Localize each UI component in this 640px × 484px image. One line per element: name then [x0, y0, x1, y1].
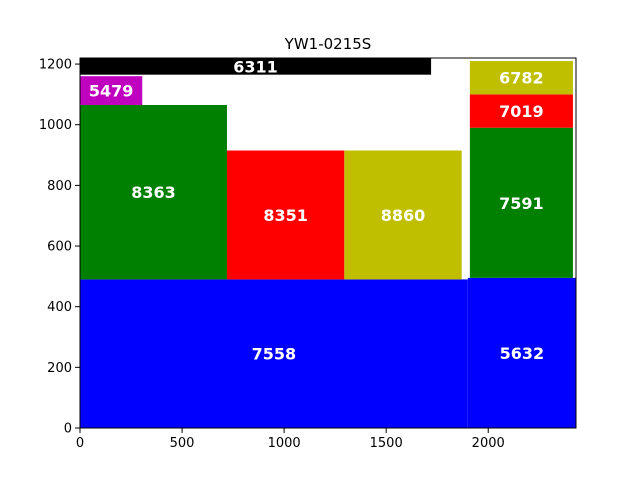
x-axis-ticks: 0 500 1000 1500 2000 [76, 428, 505, 451]
rect-7558 [80, 279, 468, 428]
x-tick-label: 1000 [268, 436, 301, 451]
rect-5632 [467, 277, 576, 428]
rect-label-7591: 7591 [499, 194, 544, 213]
y-tick-label: 0 [64, 422, 72, 437]
y-tick-label: 1000 [39, 118, 72, 133]
y-tick-label: 400 [47, 300, 72, 315]
x-tick-label: 500 [170, 436, 195, 451]
chart-title: YW1-0215S [284, 35, 372, 53]
rect-label-8860: 8860 [381, 206, 426, 225]
rect-7591 [469, 127, 573, 278]
rectangle-label-layer: 7558 5632 8363 8351 8860 5479 6311 7591 7019 6782 [89, 57, 544, 363]
y-tick-label: 200 [47, 361, 72, 376]
rect-label-6782: 6782 [499, 69, 544, 88]
rect-label-6311: 6311 [233, 57, 278, 76]
rect-label-8351: 8351 [263, 206, 308, 225]
rect-8363 [80, 105, 227, 280]
y-tick-label: 1200 [39, 58, 72, 73]
rect-6782 [469, 61, 573, 95]
x-tick-label: 2000 [472, 436, 505, 451]
rect-label-7558: 7558 [252, 345, 297, 364]
rect-label-5632: 5632 [500, 344, 545, 363]
rect-7019 [469, 94, 573, 128]
rect-6311 [80, 58, 432, 75]
y-tick-label: 800 [47, 179, 72, 194]
x-tick-label: 0 [76, 436, 84, 451]
rect-8351 [226, 150, 345, 280]
x-tick-label: 1500 [370, 436, 403, 451]
rect-label-7019: 7019 [499, 102, 544, 121]
plot-frame [79, 57, 577, 429]
rect-label-5479: 5479 [89, 82, 134, 101]
rectangle-layer [80, 58, 576, 428]
rect-5479 [80, 76, 143, 106]
y-axis-ticks: 0 200 400 600 800 1000 1200 [39, 58, 80, 437]
rect-label-8363: 8363 [131, 183, 176, 202]
y-tick-label: 600 [47, 240, 72, 255]
rect-8860 [344, 150, 462, 280]
